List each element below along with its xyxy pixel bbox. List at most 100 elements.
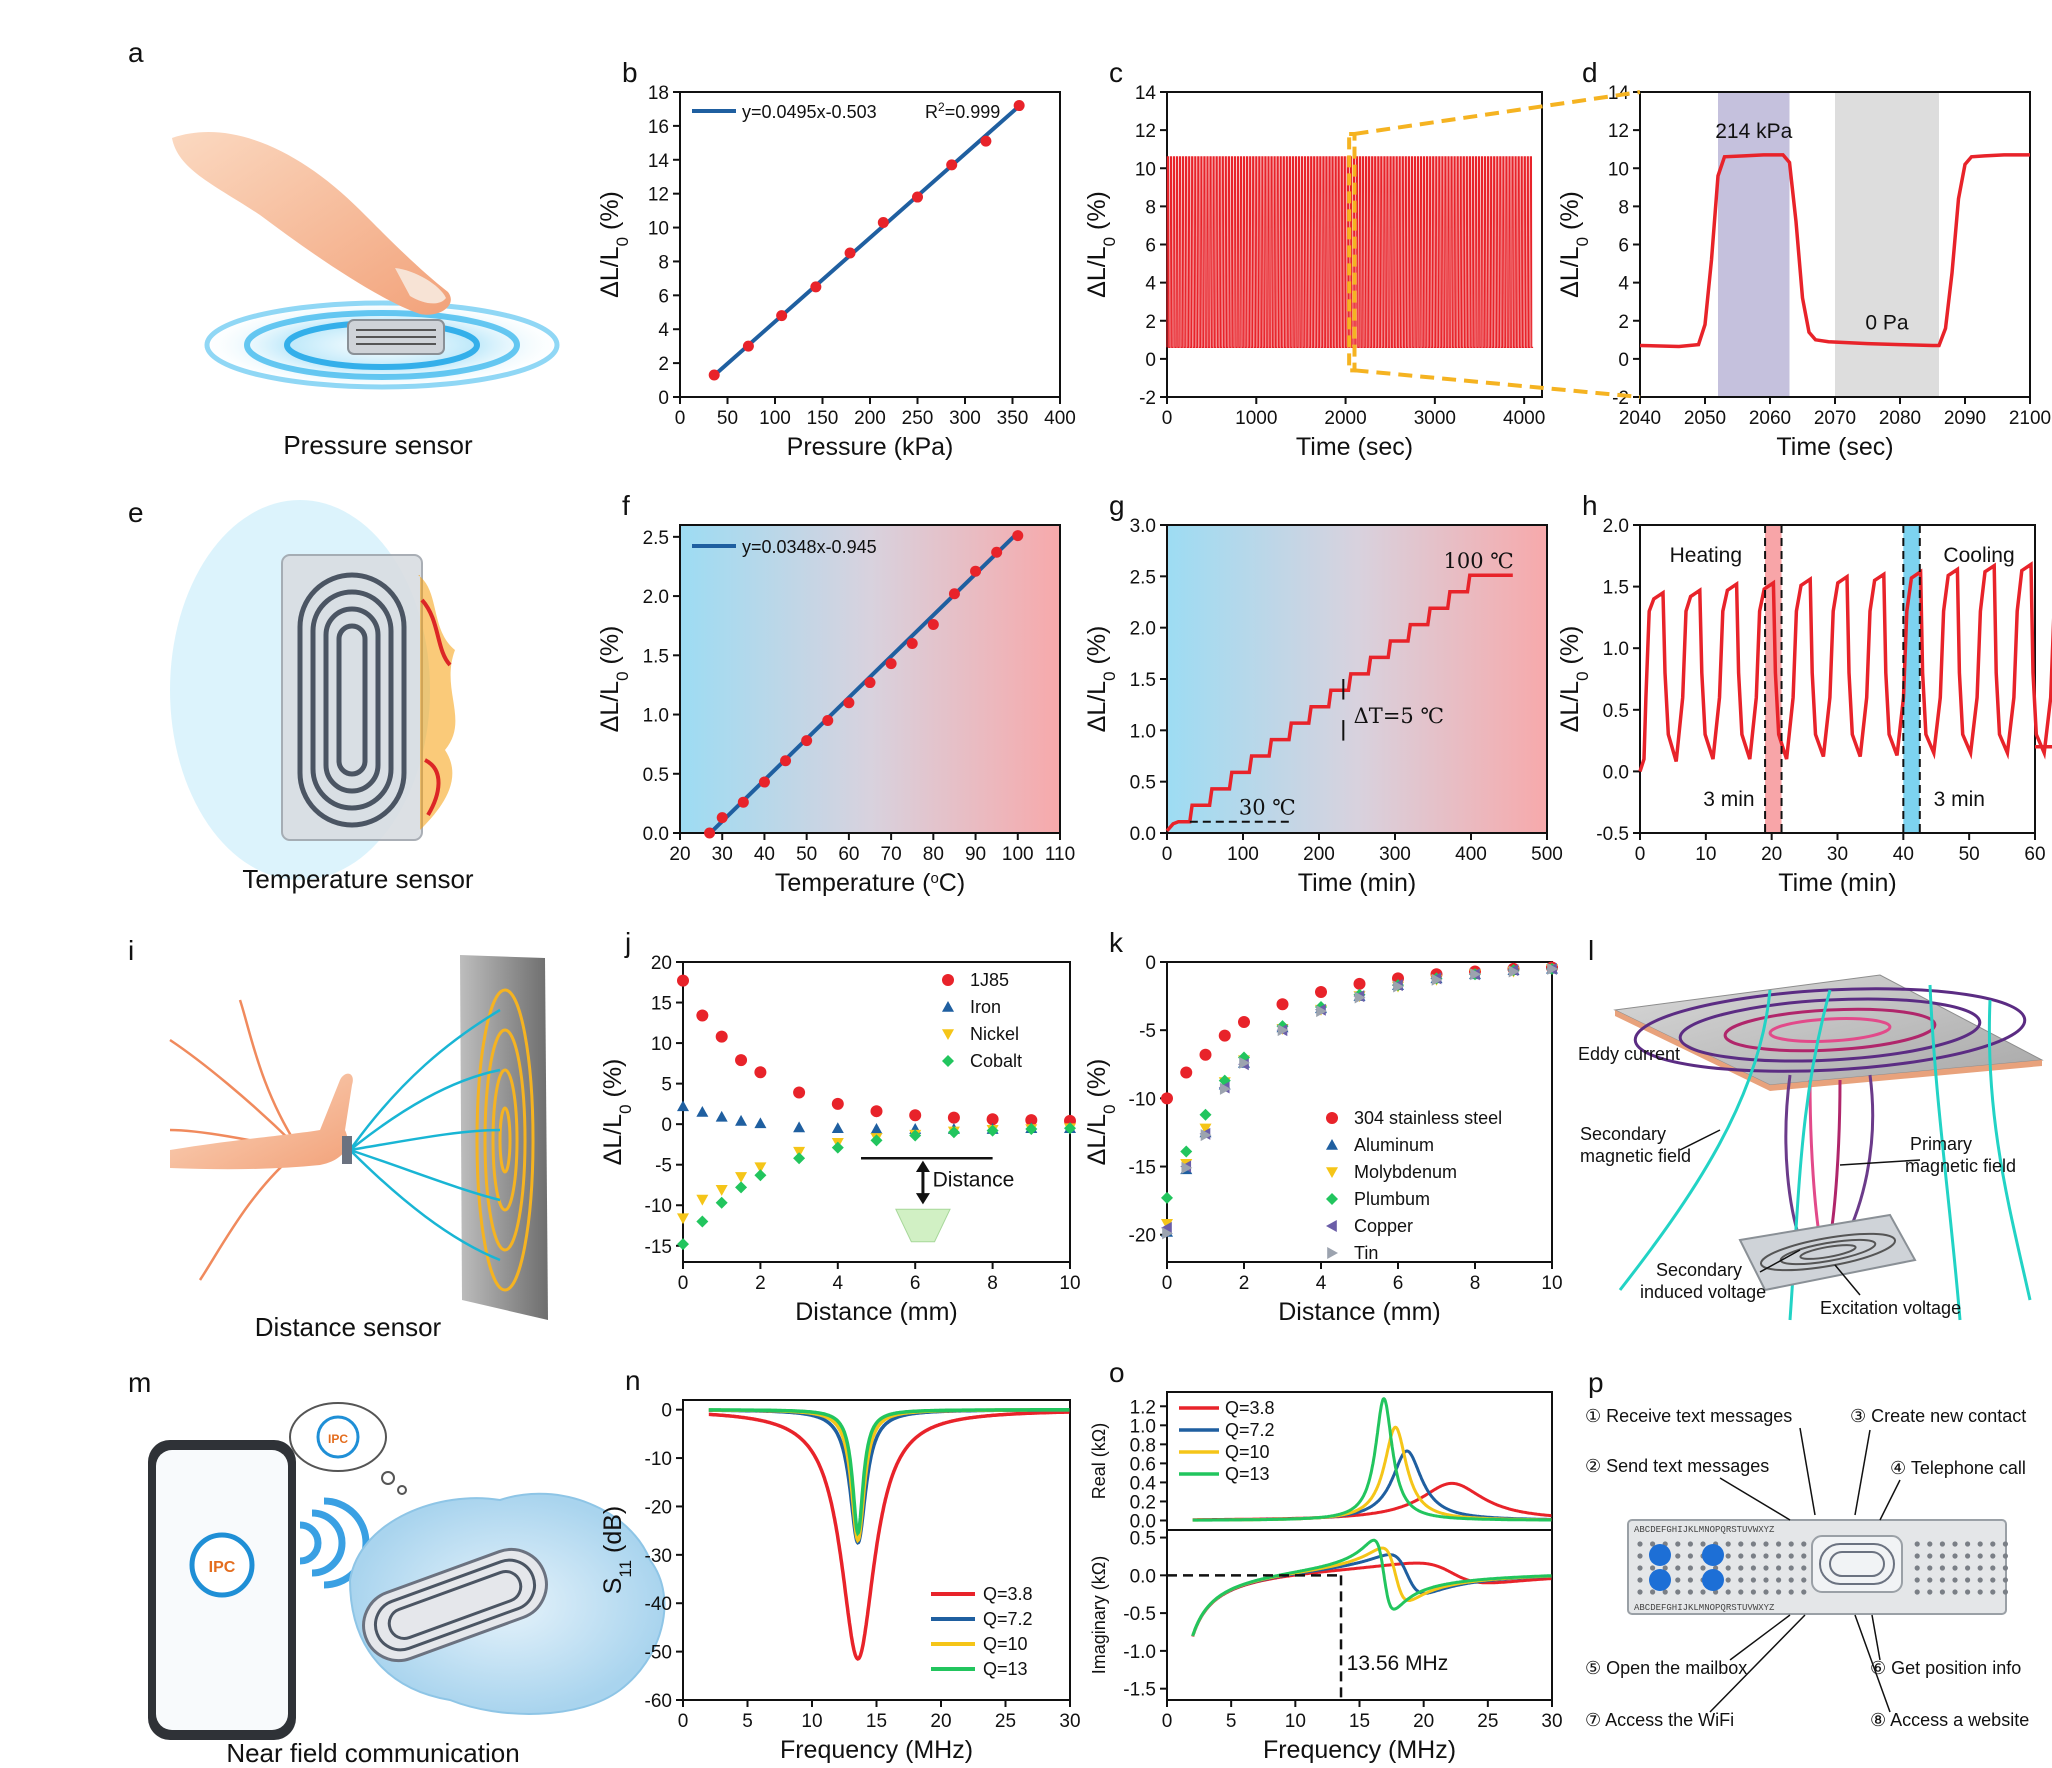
- data-point: [696, 1215, 709, 1228]
- data-point: [1200, 1129, 1212, 1142]
- y-tick-label: 6: [1145, 236, 1156, 257]
- data-point: [831, 1141, 844, 1154]
- data-point: [758, 776, 770, 788]
- y-tick-label: 16: [648, 117, 669, 138]
- board-hole: [1725, 1589, 1731, 1595]
- y-tick-label: 1.5: [1603, 578, 1629, 599]
- board-hole: [1687, 1565, 1693, 1571]
- board-hole: [1965, 1541, 1971, 1547]
- x-tick-label: 10: [1059, 1273, 1080, 1294]
- data-point: [1199, 1123, 1212, 1135]
- x-tick-label: 4: [833, 1273, 844, 1294]
- data-point: [780, 755, 792, 767]
- data-point: [793, 1121, 806, 1133]
- y-tick-label: -1.0: [1123, 1642, 1156, 1663]
- x-tick-label: 70: [881, 844, 902, 865]
- data-point: [754, 1169, 767, 1182]
- y-axis-label: ΔL/L0 (%): [1083, 626, 1119, 733]
- board-hole: [1675, 1577, 1681, 1583]
- board-hole: [1637, 1553, 1643, 1559]
- board-hole: [1763, 1541, 1769, 1547]
- y-tick-label: 10: [648, 219, 669, 240]
- data-point: [1161, 1191, 1173, 1204]
- legend-entry: Tin: [1354, 1243, 1378, 1263]
- y-tick-label: -20: [645, 1497, 672, 1518]
- y-tick-label: 0: [661, 1401, 672, 1422]
- thought-dot: [397, 1485, 407, 1495]
- y-axis-label-main: ΔL/L: [596, 681, 624, 733]
- board-hole: [1650, 1589, 1656, 1595]
- y-axis-label: ΔL/L0 (%): [599, 1059, 635, 1166]
- x-tick-label: 60: [2024, 844, 2045, 865]
- y-axis-label-sub: 0: [613, 671, 632, 680]
- x-tick-label: 10: [1695, 844, 1716, 865]
- y-tick-label: 4: [1145, 274, 1156, 295]
- function-pointers: [1709, 1427, 1901, 1713]
- annotation-30C: 30 ℃: [1239, 796, 1296, 820]
- data-point: [1326, 1220, 1337, 1232]
- panel-l: l Eddy current Secondary magnetic field …: [1578, 935, 2044, 1321]
- function-7: ⑦ Access the WiFi: [1585, 1710, 1734, 1730]
- x-tick-label: 15: [1349, 1711, 1370, 1732]
- y-axis-label-sub: 0: [1573, 671, 1592, 680]
- board-hole: [1687, 1589, 1693, 1595]
- data-point: [1180, 1066, 1193, 1079]
- x-tick-label: 100: [1227, 844, 1259, 865]
- y-tick-label: -15: [645, 1237, 672, 1258]
- data-point: [947, 1111, 960, 1124]
- y-tick-label: 2: [658, 354, 669, 375]
- y-tick-label: -10: [645, 1449, 672, 1470]
- x-axis-label-main: Temperature (: [775, 869, 931, 897]
- data-point: [696, 1009, 709, 1022]
- chart-n: n0 5 10 15 20 25 30-60-50-40-30-20-100Q=3.8Q=7…: [599, 1365, 1081, 1764]
- data-point: [735, 1181, 748, 1194]
- r2-sup: 2: [938, 100, 945, 114]
- board-hole: [1927, 1541, 1933, 1547]
- x-tick-label: 200: [1303, 844, 1335, 865]
- x-tick-label: 2090: [1944, 408, 1986, 429]
- x-tick-label: 6: [1393, 1273, 1404, 1294]
- x-axis-label: Temperature (oC): [775, 869, 965, 897]
- y-tick-label: -0.5: [1596, 824, 1629, 845]
- legend-entry: Q=10: [1225, 1442, 1270, 1462]
- x-tick-label: 2040: [1619, 408, 1661, 429]
- board-hole: [1763, 1565, 1769, 1571]
- annotation-3min: 3 min: [1703, 788, 1754, 811]
- x-tick-label: 20: [1761, 844, 1782, 865]
- y-tick-label: 0: [1145, 350, 1156, 371]
- y-tick-label: 2.5: [1130, 567, 1156, 588]
- panel-a-label: a: [128, 37, 144, 68]
- data-point: [1547, 962, 1558, 975]
- data-point: [1012, 530, 1024, 542]
- y-tick-label: 14: [648, 151, 670, 172]
- data-point: [942, 1001, 954, 1012]
- data-point: [1025, 1114, 1038, 1127]
- y-axis-label-unit: (%): [1083, 1059, 1111, 1105]
- board-hole: [2002, 1577, 2008, 1583]
- data-point: [877, 216, 889, 228]
- function-5: ⑤ Open the mailbox: [1585, 1658, 1747, 1678]
- load-shade: [1718, 92, 1790, 397]
- annotation-distance: Distance: [933, 1169, 1015, 1192]
- board-hole: [1675, 1565, 1681, 1571]
- chart-o: o0.00.20.40.60.81.01.20 5 10 15 20 25 30-1.5-1…: [1089, 1357, 1563, 1764]
- y-tick-label: 12: [648, 185, 669, 206]
- y-axis-label-main: ΔL/L: [1083, 1114, 1111, 1166]
- data-point: [754, 1117, 767, 1129]
- coil-device: [1738, 1213, 1917, 1292]
- series-line: [708, 1408, 1070, 1545]
- y-axis-label: S11 (dB): [599, 1506, 635, 1595]
- board-hole: [1662, 1589, 1668, 1595]
- x-tick-label: 80: [923, 844, 944, 865]
- board-hole: [1738, 1589, 1744, 1595]
- board-hole: [1776, 1541, 1782, 1547]
- board-hole: [1990, 1589, 1996, 1595]
- board-hole: [1738, 1541, 1744, 1547]
- x-tick-label: 5: [742, 1711, 753, 1732]
- y-axis-label-main: ΔL/L: [599, 1114, 627, 1166]
- data-point: [1393, 980, 1404, 993]
- y-axis-label-unit: (%): [596, 191, 624, 237]
- y-tick-label: 1.0: [643, 706, 669, 727]
- y-axis-label-unit: (%): [1556, 626, 1584, 672]
